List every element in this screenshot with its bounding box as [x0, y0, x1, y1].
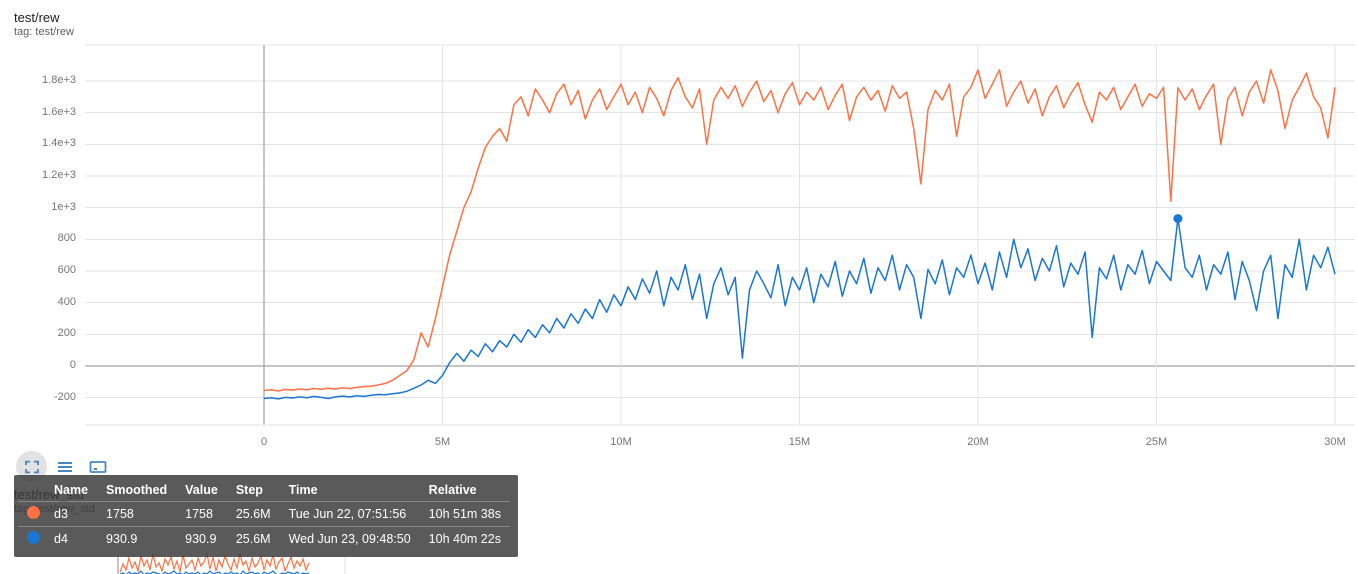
tooltip-cell-step: 25.6M: [235, 532, 271, 546]
fit-domain-icon: [88, 458, 108, 476]
tooltip-header-swatch: [18, 479, 45, 502]
chart-title: test/rew: [14, 10, 60, 25]
chart-tag: tag: test/rew: [14, 26, 74, 38]
runs-menu-button[interactable]: [49, 451, 80, 482]
tooltip-cell-smoothed: 1758: [106, 507, 134, 521]
tooltip-cell-relative: 10h 40m 22s: [428, 532, 501, 546]
chart-card-header: test/rew tag: test/rew: [14, 10, 74, 39]
tooltip-header-step: Step: [235, 483, 263, 497]
tooltip-header-smoothed: Smoothed: [106, 483, 168, 497]
series-line-d4: [263, 217, 1336, 400]
tooltip-cell-time: Wed Jun 23, 09:48:50: [288, 532, 411, 546]
tooltip-cell-time: Tue Jun 22, 07:51:56: [288, 507, 407, 521]
run-color-swatch-d4: [27, 531, 40, 544]
tooltip-header-time: Time: [288, 483, 318, 497]
tooltip-header-relative: Relative: [428, 483, 477, 497]
tooltip-cell-relative: 10h 51m 38s: [428, 507, 501, 521]
tooltip-header-row: Name Smoothed Value Step Time Relative: [18, 479, 510, 502]
tooltip-row-d3: d3 1758 1758 25.6M Tue Jun 22, 07:51:56 …: [18, 501, 510, 527]
fit-domain-button[interactable]: [82, 451, 113, 482]
series-line-d3: [263, 69, 1336, 392]
expand-selection-icon: [23, 458, 41, 476]
run-color-swatch-d3: [27, 506, 40, 519]
std-series-line-d3: [119, 551, 310, 574]
tooltip-cell-value: 930.9: [185, 532, 217, 546]
tooltip-header-value: Value: [185, 483, 218, 497]
tooltip-cell-smoothed: 930.9: [106, 532, 138, 546]
tooltip-row-d4: d4 930.9 930.9 Wed Jun 23, 09:48:50 25.6…: [18, 526, 510, 552]
tooltip-cell-value: 1758: [185, 507, 213, 521]
tooltip-cell-step: 25.6M: [235, 507, 271, 521]
hover-tooltip: Name Smoothed Value Step Time Relative d…: [14, 475, 518, 557]
tooltip-cell-name: d3: [54, 507, 68, 521]
hover-marker-dot: [1173, 214, 1183, 224]
tooltip-header-name: Name: [54, 483, 89, 497]
tooltip-table: Name Smoothed Value Step Time Relative d…: [18, 479, 510, 551]
runs-menu-icon: [56, 458, 74, 476]
tooltip-cell-name: d4: [54, 532, 68, 546]
